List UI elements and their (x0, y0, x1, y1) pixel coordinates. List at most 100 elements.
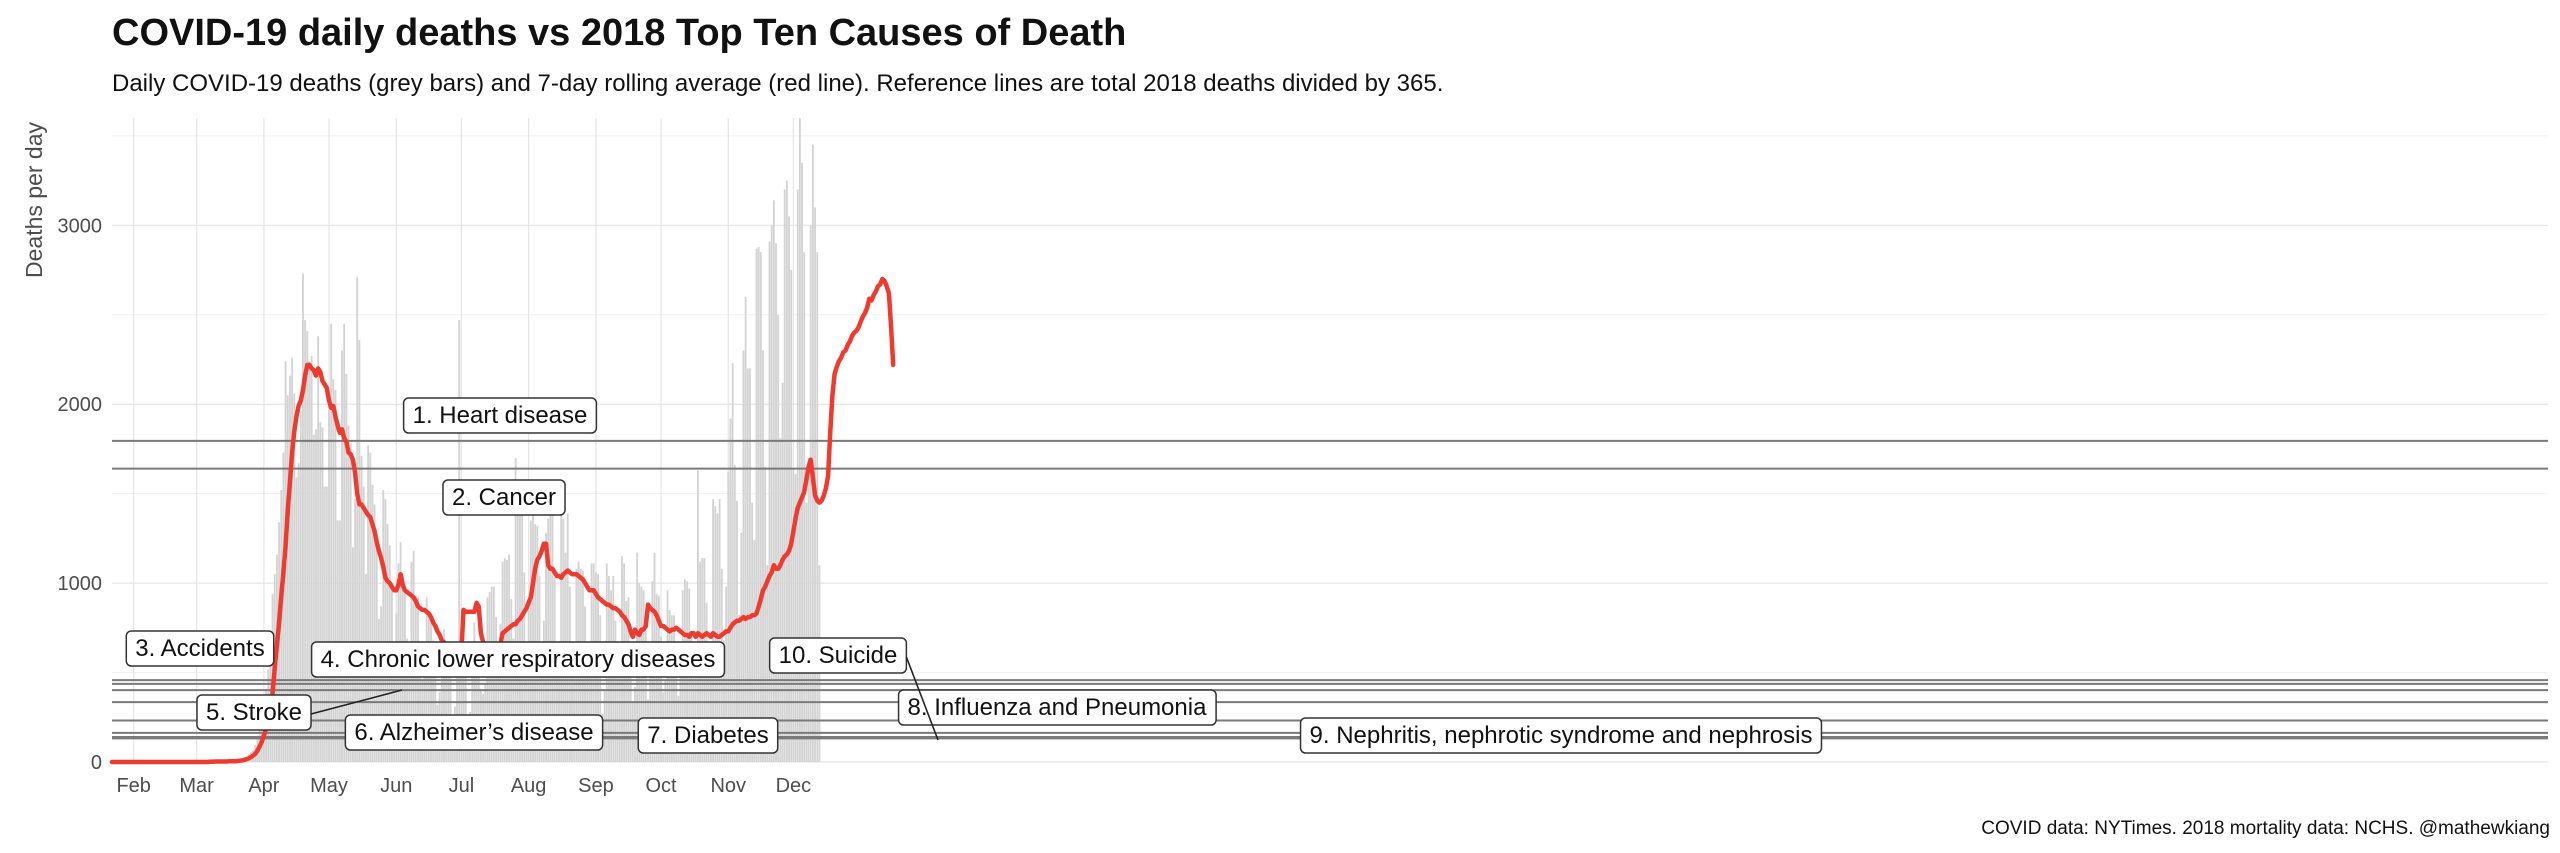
daily-death-bar (805, 502, 808, 762)
x-tick-label: Nov (710, 775, 746, 797)
daily-death-bar (792, 468, 795, 762)
daily-death-bar (753, 540, 756, 762)
daily-death-bar (317, 336, 320, 762)
daily-death-bar (334, 389, 337, 762)
daily-death-bar (816, 252, 819, 762)
daily-death-bar (289, 375, 291, 762)
y-tick-label: 1000 (58, 573, 103, 595)
daily-death-bar (477, 647, 480, 762)
daily-death-bar (625, 601, 628, 762)
daily-death-bar (766, 565, 769, 762)
annotation-label: 8. Influenza and Pneumonia (897, 689, 1217, 726)
daily-death-bar (427, 613, 430, 762)
daily-death-bar (783, 189, 786, 763)
daily-death-bar (542, 620, 545, 762)
daily-death-bar (562, 518, 565, 762)
daily-death-bar (779, 438, 782, 762)
annotation-text: 9. Nephritis, nephrotic syndrome and nep… (1310, 722, 1813, 749)
daily-death-bar (644, 631, 647, 762)
chart-title: COVID-19 daily deaths vs 2018 Top Ten Ca… (112, 12, 1127, 54)
daily-death-bar (746, 368, 749, 762)
daily-death-bar (707, 658, 710, 762)
y-tick-label: 0 (91, 752, 102, 774)
daily-death-bar (629, 647, 632, 762)
daily-death-bar (660, 636, 662, 762)
daily-death-bar (328, 389, 330, 762)
daily-death-bar (772, 200, 775, 763)
daily-death-bar (657, 595, 660, 762)
daily-death-bar (599, 615, 602, 762)
daily-death-bar (373, 504, 376, 762)
annotation-leader (905, 656, 939, 741)
daily-death-bar (282, 452, 285, 762)
daily-death-bar (679, 647, 682, 762)
daily-death-bar (321, 427, 324, 762)
daily-death-bar (462, 651, 465, 762)
daily-death-bar (790, 270, 793, 762)
daily-death-bar (323, 486, 326, 762)
x-tick-label: Dec (776, 775, 812, 797)
daily-death-bar (785, 180, 788, 763)
daily-death-bar (673, 615, 675, 762)
chart-subtitle: Daily COVID-19 deaths (grey bars) and 7-… (112, 70, 1444, 97)
daily-death-bar (358, 339, 361, 762)
daily-death-bar (549, 499, 552, 762)
daily-death-bar (755, 248, 758, 763)
daily-death-bar (540, 665, 543, 762)
daily-death-bar (788, 216, 790, 762)
daily-death-bar (460, 638, 463, 762)
daily-death-bar (319, 422, 322, 762)
annotation-label: 7. Diabetes (637, 717, 779, 754)
daily-death-bar (527, 609, 530, 762)
daily-death-bar (757, 246, 760, 763)
daily-death-bar (690, 631, 693, 762)
annotation-box (768, 637, 908, 674)
daily-death-bar (521, 488, 524, 762)
daily-death-bar (519, 509, 521, 762)
daily-death-bar (330, 323, 333, 762)
daily-death-bar (471, 660, 474, 762)
annotation-text: 1. Heart disease (413, 402, 588, 429)
annotation-text: 5. Stroke (206, 699, 302, 726)
daily-death-bar (775, 243, 777, 762)
daily-death-bar (304, 320, 307, 762)
daily-death-bar (675, 665, 678, 762)
daily-death-bar (343, 323, 346, 762)
daily-death-bar (725, 586, 728, 762)
daily-death-bar (299, 411, 302, 762)
daily-death-bar (727, 472, 730, 762)
daily-death-bar (566, 513, 569, 762)
daily-death-bar (558, 651, 560, 762)
daily-death-bar (705, 602, 708, 762)
annotation-leader (310, 689, 403, 715)
x-tick-label: Mar (179, 775, 214, 797)
daily-death-bar (670, 615, 673, 762)
annotation-text: 7. Diabetes (647, 722, 768, 749)
daily-death-bar (551, 497, 554, 762)
annotation-text: 6. Alzheimer’s disease (354, 719, 593, 746)
y-axis-title: Deaths per day (21, 122, 47, 278)
daily-death-bar (306, 330, 309, 762)
reference-annotations: 1. Heart disease 2. Cancer 3. Accidents 4. … (125, 397, 1823, 754)
daily-death-bar (614, 620, 617, 762)
annotation-box (344, 714, 604, 751)
annotation-text: 2. Cancer (452, 484, 556, 511)
daily-death-bar (445, 656, 448, 762)
x-tick-label: Jul (449, 775, 475, 797)
daily-death-bar (393, 647, 396, 762)
annotation-text: 4. Chronic lower respiratory diseases (321, 646, 716, 673)
daily-death-bar (770, 225, 773, 763)
x-tick-label: Oct (645, 775, 677, 797)
daily-death-bar (295, 477, 298, 762)
daily-death-bar (694, 661, 697, 762)
daily-death-bar (744, 296, 747, 762)
daily-death-bar (347, 425, 350, 762)
daily-death-bar (456, 663, 458, 762)
annotation-label: 10. Suicide (768, 637, 939, 741)
daily-death-bar (310, 355, 313, 762)
annotation-label: 2. Cancer (442, 479, 566, 516)
daily-death-bar (618, 656, 621, 762)
daily-death-bar (286, 395, 289, 762)
daily-death-bar (616, 670, 619, 762)
x-tick-label: Sep (578, 775, 614, 797)
